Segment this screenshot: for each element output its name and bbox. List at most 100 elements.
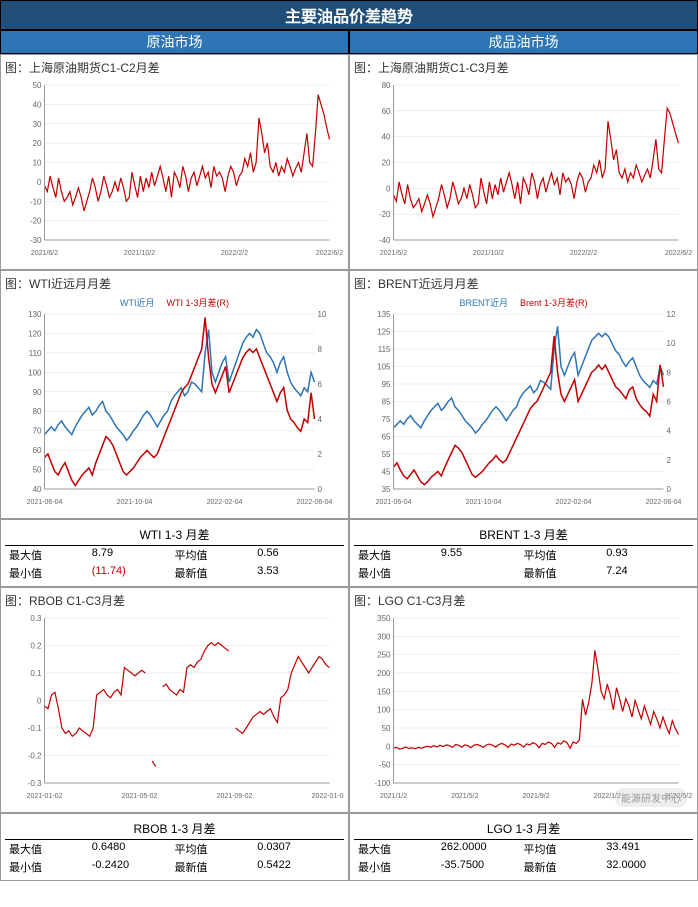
svg-text:-50: -50 [379, 761, 391, 770]
chart-cell-c2: 图：上海原油期货C1-C3月差 -40-200204060802021/6/22… [349, 54, 698, 270]
svg-text:2021/10/2: 2021/10/2 [473, 250, 504, 257]
stats-cell-s4: LGO 1-3 月差 最大值262.0000平均值33.491最小值-35.75… [349, 813, 698, 881]
svg-text:2021/5/2: 2021/5/2 [451, 793, 478, 800]
svg-text:-10: -10 [30, 197, 42, 206]
svg-text:40: 40 [33, 100, 42, 109]
svg-text:2021-06-04: 2021-06-04 [27, 499, 63, 506]
svg-text:20: 20 [33, 139, 42, 148]
legend-c4: BRENT近月Brent 1-3月差(R) [354, 296, 693, 309]
svg-text:2022/6/2: 2022/6/2 [665, 250, 692, 257]
svg-text:105: 105 [377, 363, 391, 372]
svg-text:50: 50 [382, 724, 391, 733]
stats-title: RBOB 1-3 月差 [5, 818, 344, 840]
svg-text:0: 0 [37, 697, 42, 706]
svg-text:90: 90 [33, 388, 42, 397]
svg-text:0: 0 [37, 178, 42, 187]
svg-text:50: 50 [33, 466, 42, 475]
stats-row: 最大值0.6480平均值0.0307 [5, 840, 344, 858]
svg-text:4: 4 [667, 427, 672, 436]
svg-text:6: 6 [318, 380, 323, 389]
svg-text:135: 135 [377, 310, 391, 319]
chart-c2: -40-200204060802021/6/22021/10/22022/2/2… [354, 80, 693, 260]
svg-text:0.2: 0.2 [30, 642, 42, 651]
svg-text:120: 120 [28, 329, 42, 338]
svg-text:2021-10-04: 2021-10-04 [466, 499, 502, 506]
chart-cell-c3: 图：WTI近远月月差 WTI近月WTI 1-3月差(R) 40506070809… [0, 270, 349, 519]
svg-text:60: 60 [33, 446, 42, 455]
chart-title: 图：LGO C1-C3月差 [354, 592, 693, 609]
chart-c6: -100-500501001502002503003502021/1/22021… [354, 613, 693, 803]
svg-text:4: 4 [318, 415, 323, 424]
stats-row: 最小值最新值7.24 [354, 564, 693, 582]
chart-cell-c5: 图：RBOB C1-C3月差 -0.3-0.2-0.100.10.20.3202… [0, 587, 349, 813]
svg-text:0.1: 0.1 [30, 669, 42, 678]
svg-text:10: 10 [667, 339, 676, 348]
svg-text:100: 100 [377, 706, 391, 715]
svg-text:80: 80 [382, 81, 391, 90]
svg-text:2022/6/2: 2022/6/2 [316, 250, 343, 257]
svg-text:-40: -40 [379, 236, 391, 245]
svg-text:40: 40 [382, 133, 391, 142]
svg-text:2: 2 [318, 450, 323, 459]
chart-title: 图：上海原油期货C1-C2月差 [5, 59, 344, 76]
svg-text:250: 250 [377, 651, 391, 660]
stats-row: 最小值(11.74)最新值3.53 [5, 564, 344, 582]
svg-text:40: 40 [33, 485, 42, 494]
svg-text:2021/1/2: 2021/1/2 [380, 793, 407, 800]
svg-text:2022-02-04: 2022-02-04 [207, 499, 243, 506]
stats-cell-s3: RBOB 1-3 月差 最大值0.6480平均值0.0307最小值-0.2420… [0, 813, 349, 881]
svg-text:-0.2: -0.2 [28, 752, 42, 761]
stats-title: BRENT 1-3 月差 [354, 524, 693, 546]
svg-text:10: 10 [33, 159, 42, 168]
svg-text:2022/2/2: 2022/2/2 [221, 250, 248, 257]
svg-text:6: 6 [667, 398, 672, 407]
svg-text:60: 60 [382, 107, 391, 116]
svg-text:8: 8 [667, 368, 672, 377]
stats-title: WTI 1-3 月差 [5, 524, 344, 546]
svg-text:2022-01-02: 2022-01-02 [312, 793, 344, 800]
svg-text:2022-02-04: 2022-02-04 [556, 499, 592, 506]
svg-text:30: 30 [33, 120, 42, 129]
svg-text:0: 0 [386, 742, 391, 751]
svg-text:-0.1: -0.1 [28, 724, 42, 733]
stats-title: LGO 1-3 月差 [354, 818, 693, 840]
svg-text:12: 12 [667, 310, 676, 319]
main-header: 主要油品价差趋势 [0, 0, 698, 30]
chart-title: 图：BRENT近远月月差 [354, 275, 693, 292]
stats-row: 最大值262.0000平均值33.491 [354, 840, 693, 858]
svg-text:2: 2 [667, 456, 672, 465]
svg-text:2021-01-02: 2021-01-02 [27, 793, 63, 800]
stats-row: 最大值9.55平均值0.93 [354, 546, 693, 564]
chart-c4: 354555657585951051151251350246810122021-… [354, 309, 693, 509]
svg-text:2021-05-02: 2021-05-02 [122, 793, 158, 800]
svg-text:-30: -30 [30, 236, 42, 245]
svg-text:35: 35 [382, 485, 391, 494]
svg-text:200: 200 [377, 669, 391, 678]
chart-cell-c4: 图：BRENT近远月月差 BRENT近月Brent 1-3月差(R) 35455… [349, 270, 698, 519]
watermark: 能源研发中心 [615, 788, 687, 807]
svg-text:45: 45 [382, 468, 391, 477]
chart-title: 图：WTI近远月月差 [5, 275, 344, 292]
svg-text:20: 20 [382, 159, 391, 168]
svg-text:350: 350 [377, 614, 391, 623]
svg-text:2022-06-04: 2022-06-04 [297, 499, 333, 506]
chart-c3: 40506070809010011012013002468102021-06-0… [5, 309, 344, 509]
svg-text:115: 115 [378, 345, 391, 354]
svg-text:-0.3: -0.3 [28, 779, 42, 788]
svg-text:150: 150 [377, 687, 391, 696]
svg-text:2021/10/2: 2021/10/2 [124, 250, 155, 257]
svg-text:2021-10-04: 2021-10-04 [117, 499, 153, 506]
svg-text:0.3: 0.3 [30, 614, 42, 623]
chart-cell-c6: 图：LGO C1-C3月差 -100-500501001502002503003… [349, 587, 698, 813]
stats-row: 最小值-35.7500最新值32.0000 [354, 858, 693, 876]
stats-cell-s1: WTI 1-3 月差 最大值8.79平均值0.56最小值(11.74)最新值3.… [0, 519, 349, 587]
chart-title: 图：上海原油期货C1-C3月差 [354, 59, 693, 76]
svg-text:85: 85 [382, 398, 391, 407]
svg-text:2021/6/2: 2021/6/2 [380, 250, 407, 257]
svg-text:0: 0 [386, 184, 391, 193]
svg-text:-20: -20 [30, 217, 42, 226]
chart-c1: -30-20-10010203040502021/6/22021/10/2202… [5, 80, 344, 260]
svg-text:2021-09-02: 2021-09-02 [217, 793, 253, 800]
svg-text:70: 70 [33, 427, 42, 436]
svg-text:2021-06-04: 2021-06-04 [376, 499, 412, 506]
